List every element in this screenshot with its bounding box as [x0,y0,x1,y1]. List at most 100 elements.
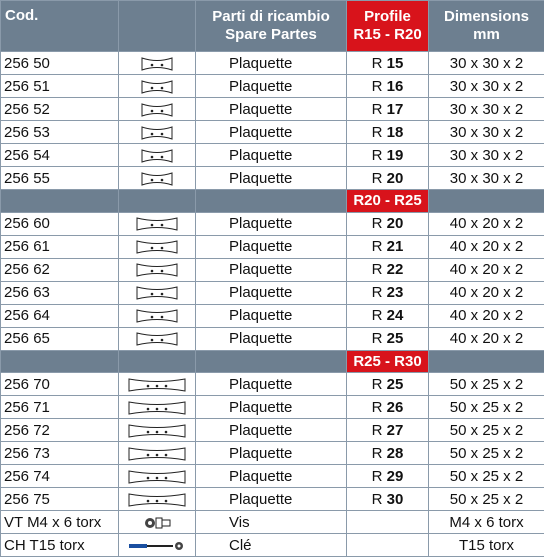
part-code: 256 54 [1,144,119,167]
profile-value: 22 [387,261,404,278]
profile-prefix: R [372,215,383,232]
header-dimensions-line1: Dimensions [444,8,529,25]
plaquette-icon [135,216,179,232]
profile-prefix: R [372,170,383,187]
torx-key-icon [127,538,187,554]
part-code: 256 72 [1,419,119,442]
profile-value: 24 [387,307,404,324]
table-row: 256 50 Plaquette R 15 30 x 30 x 2 [1,52,544,75]
table-row: 256 72 Plaquette R 27 50 x 25 x 2 [1,419,544,442]
profile-value: 17 [387,101,404,118]
plaquette-icon [127,492,187,508]
part-icon-cell [119,488,196,511]
part-dimensions: 50 x 25 x 2 [429,373,544,396]
part-icon-cell [119,396,196,419]
part-profile [347,534,429,557]
part-code: 256 64 [1,304,119,327]
table-row: 256 73 Plaquette R 28 50 x 25 x 2 [1,442,544,465]
plaquette-icon [127,400,187,416]
part-dimensions: 40 x 20 x 2 [429,235,544,258]
part-profile: R 25 [347,327,429,350]
separator-profile-range: R20 - R25 [347,190,429,213]
part-icon-cell [119,465,196,488]
table-row: 256 52 Plaquette R 17 30 x 30 x 2 [1,98,544,121]
part-dimensions: T15 torx [429,534,544,557]
table-row: 256 55 Plaquette R 20 30 x 30 x 2 [1,167,544,190]
part-code: 256 52 [1,98,119,121]
header-profile-line2: R15 - R20 [353,26,421,43]
profile-prefix: R [372,445,383,462]
table-row: 256 64 Plaquette R 24 40 x 20 x 2 [1,304,544,327]
separator-cell [196,350,347,373]
part-description: Plaquette [196,373,347,396]
part-profile: R 24 [347,304,429,327]
plaquette-icon [140,171,174,187]
profile-prefix: R [372,147,383,164]
part-icon-cell [119,75,196,98]
part-code: 256 50 [1,52,119,75]
part-dimensions: 30 x 30 x 2 [429,167,544,190]
part-profile: R 28 [347,442,429,465]
part-profile: R 18 [347,121,429,144]
separator-cell [119,190,196,213]
profile-value: 20 [387,170,404,187]
part-dimensions: 40 x 20 x 2 [429,304,544,327]
part-code: 256 65 [1,327,119,350]
part-profile [347,511,429,534]
profile-value: 15 [387,55,404,72]
profile-prefix: R [372,284,383,301]
part-dimensions: 50 x 25 x 2 [429,488,544,511]
part-icon-cell [119,511,196,534]
part-description: Clé [196,534,347,557]
plaquette-icon [135,331,179,347]
section-separator: R25 - R30 [1,350,544,373]
part-profile: R 26 [347,396,429,419]
header-profile-line1: Profile [364,8,411,25]
table-row: 256 70 Plaquette R 25 50 x 25 x 2 [1,373,544,396]
part-description: Plaquette [196,75,347,98]
part-icon-cell [119,235,196,258]
part-dimensions: 30 x 30 x 2 [429,52,544,75]
part-code: 256 53 [1,121,119,144]
part-icon-cell [119,167,196,190]
part-code: 256 62 [1,258,119,281]
part-code: 256 71 [1,396,119,419]
table-row: 256 60 Plaquette R 20 40 x 20 x 2 [1,212,544,235]
part-description: Plaquette [196,212,347,235]
plaquette-icon [127,469,187,485]
table-row: 256 65 Plaquette R 25 40 x 20 x 2 [1,327,544,350]
profile-value: 29 [387,468,404,485]
profile-value: 26 [387,399,404,416]
part-description: Plaquette [196,327,347,350]
part-code: CH T15 torx [1,534,119,557]
profile-prefix: R [372,124,383,141]
profile-value: 25 [387,376,404,393]
profile-value: 19 [387,147,404,164]
part-profile: R 22 [347,258,429,281]
profile-value: 28 [387,445,404,462]
part-code: 256 61 [1,235,119,258]
profile-prefix: R [372,399,383,416]
profile-prefix: R [372,468,383,485]
table-row: 256 61 Plaquette R 21 40 x 20 x 2 [1,235,544,258]
plaquette-icon [127,446,187,462]
table-row: 256 51 Plaquette R 16 30 x 30 x 2 [1,75,544,98]
table-row: CH T15 torx Clé T15 torx [1,534,544,557]
table-row: 256 75 Plaquette R 30 50 x 25 x 2 [1,488,544,511]
part-icon-cell [119,419,196,442]
profile-value: 16 [387,78,404,95]
table-row: 256 71 Plaquette R 26 50 x 25 x 2 [1,396,544,419]
part-description: Plaquette [196,281,347,304]
part-code: 256 73 [1,442,119,465]
part-profile: R 29 [347,465,429,488]
part-icon-cell [119,442,196,465]
plaquette-icon [140,102,174,118]
part-description: Plaquette [196,258,347,281]
table-row: 256 53 Plaquette R 18 30 x 30 x 2 [1,121,544,144]
table-row: 256 63 Plaquette R 23 40 x 20 x 2 [1,281,544,304]
part-code: 256 51 [1,75,119,98]
part-profile: R 19 [347,144,429,167]
